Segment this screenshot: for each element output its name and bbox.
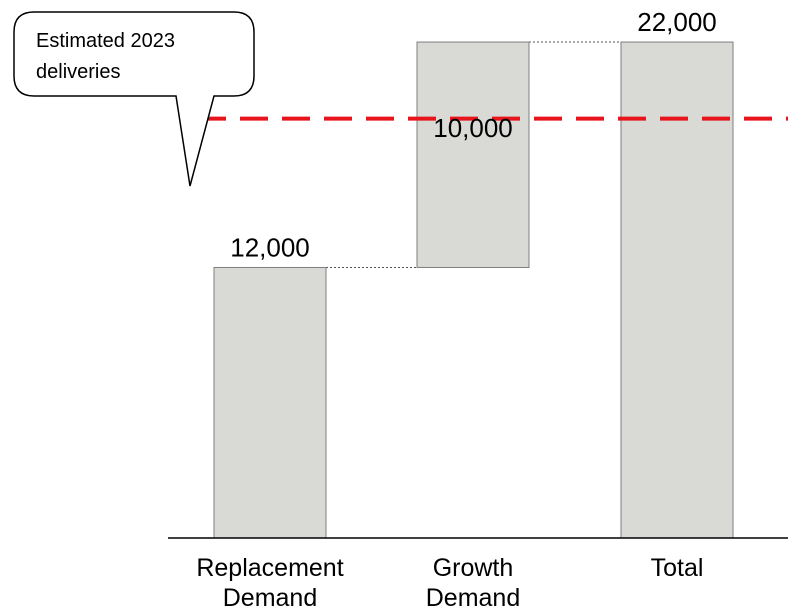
- value-label-replacement-demand: 12,000: [230, 232, 310, 262]
- category-label-total: Total: [651, 554, 704, 582]
- annotation-callout: Estimated 2023 deliveries: [13, 11, 255, 187]
- value-label-total: 22,000: [637, 7, 717, 37]
- bar-total: [620, 41, 734, 539]
- bar-growth-demand: [416, 41, 530, 268]
- category-label-growth-demand: Growth Demand: [426, 554, 521, 612]
- annotation-line-1: Estimated 2023: [36, 30, 175, 52]
- category-label-replacement-demand: Replacement Demand: [196, 554, 343, 612]
- category-labels: Replacement Demand Growth Demand Total: [196, 554, 703, 612]
- bars: [213, 41, 734, 539]
- value-label-growth-demand: 10,000: [433, 113, 513, 143]
- bar-replacement-demand: [213, 266, 327, 539]
- connector-lines: [326, 41, 621, 268]
- value-labels: 12,000 10,000 22,000: [230, 7, 717, 262]
- callout-bubble: [13, 11, 255, 187]
- annotation-line-2: deliveries: [36, 61, 120, 83]
